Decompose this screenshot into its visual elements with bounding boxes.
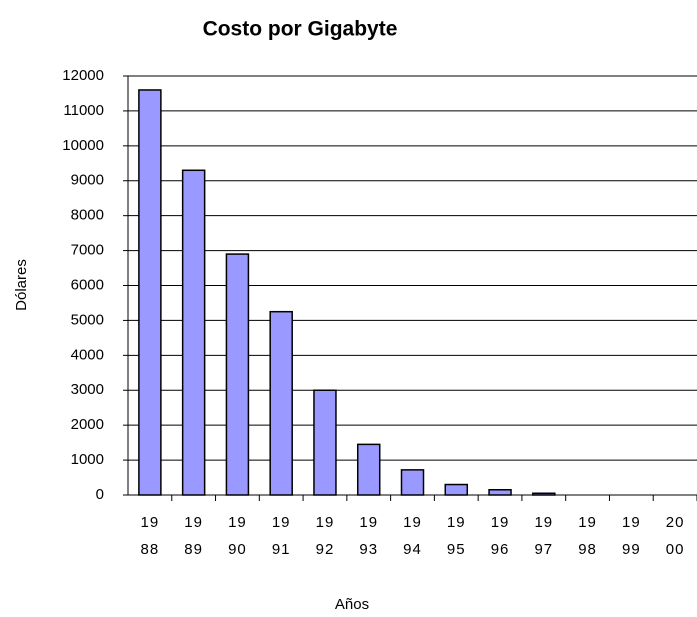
x-tick-label: 1993: [359, 514, 379, 558]
y-tick-label: 2000: [71, 416, 104, 433]
y-tick-label: 9000: [71, 172, 104, 189]
y-axis-label: Dólares: [13, 259, 30, 311]
bar: [313, 389, 337, 496]
bar: [225, 253, 250, 496]
bar: [400, 469, 425, 496]
y-tick-label: 10000: [62, 137, 104, 154]
y-tick-label: 8000: [71, 207, 104, 224]
x-tick-label: 1996: [490, 514, 510, 558]
y-tick-label: 6000: [71, 276, 104, 293]
x-axis-label: Años: [335, 596, 369, 613]
x-tick-label: 1999: [622, 514, 641, 558]
x-tick-label: 1992: [315, 514, 335, 558]
x-tick-label: 1991: [271, 514, 291, 558]
x-tick-label: 2000: [665, 514, 685, 558]
x-tick-label: 1990: [228, 514, 247, 558]
y-tick-label: 7000: [71, 242, 104, 259]
y-tick-label: 5000: [71, 311, 104, 328]
x-tick-label: 1994: [403, 514, 422, 558]
y-tick-label: 12000: [62, 67, 104, 84]
bar: [356, 443, 381, 496]
bar: [269, 310, 293, 496]
y-tick-label: 4000: [71, 346, 104, 363]
x-tick-label: 1997: [534, 514, 554, 558]
chart-title: Costo por Gigabyte: [203, 18, 398, 41]
bar: [488, 489, 512, 496]
bar: [181, 169, 206, 496]
x-tick-label: 1988: [140, 514, 160, 558]
bar: [532, 492, 556, 496]
bar: [138, 89, 162, 496]
x-tick-label: 1998: [578, 514, 597, 558]
y-tick-label: 11000: [63, 102, 104, 119]
y-tick-label: 3000: [71, 381, 104, 398]
x-tick-label: 1989: [184, 514, 203, 558]
x-tick-label: 1995: [446, 514, 466, 558]
bar: [444, 483, 469, 496]
y-tick-label: 0: [96, 486, 104, 503]
y-tick-label: 1000: [71, 451, 104, 468]
